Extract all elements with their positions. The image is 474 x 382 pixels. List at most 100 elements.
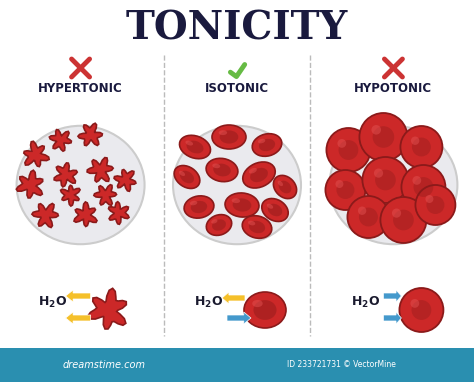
Text: ISOTONIC: ISOTONIC bbox=[205, 81, 269, 94]
Ellipse shape bbox=[213, 163, 231, 176]
Text: $\mathbf{H_2O}$: $\mathbf{H_2O}$ bbox=[351, 295, 380, 309]
Ellipse shape bbox=[243, 162, 275, 188]
Polygon shape bbox=[114, 170, 136, 191]
Ellipse shape bbox=[190, 201, 197, 205]
Ellipse shape bbox=[186, 141, 203, 154]
Ellipse shape bbox=[17, 126, 145, 244]
Circle shape bbox=[412, 138, 431, 157]
Circle shape bbox=[338, 140, 358, 160]
Text: dreamstime.com: dreamstime.com bbox=[63, 360, 146, 370]
Circle shape bbox=[401, 126, 442, 168]
Ellipse shape bbox=[225, 193, 259, 217]
Circle shape bbox=[327, 128, 370, 172]
Ellipse shape bbox=[259, 139, 275, 151]
Polygon shape bbox=[61, 185, 80, 206]
Text: $\mathbf{H_2O}$: $\mathbf{H_2O}$ bbox=[38, 295, 67, 309]
Ellipse shape bbox=[249, 221, 265, 233]
FancyArrow shape bbox=[383, 290, 401, 302]
Circle shape bbox=[372, 125, 381, 134]
Circle shape bbox=[392, 209, 401, 218]
Circle shape bbox=[426, 195, 433, 203]
Ellipse shape bbox=[206, 215, 232, 235]
Ellipse shape bbox=[279, 181, 292, 193]
Circle shape bbox=[413, 177, 433, 197]
Ellipse shape bbox=[174, 165, 200, 188]
Circle shape bbox=[347, 196, 390, 238]
Circle shape bbox=[359, 207, 378, 227]
Ellipse shape bbox=[248, 221, 255, 225]
Ellipse shape bbox=[267, 204, 273, 209]
Circle shape bbox=[363, 157, 409, 203]
Ellipse shape bbox=[180, 135, 210, 159]
FancyArrow shape bbox=[383, 312, 401, 324]
Circle shape bbox=[373, 126, 394, 148]
FancyArrow shape bbox=[227, 312, 251, 324]
FancyArrow shape bbox=[222, 292, 245, 304]
Circle shape bbox=[410, 299, 419, 308]
Ellipse shape bbox=[212, 163, 220, 168]
Ellipse shape bbox=[242, 216, 272, 238]
Text: ID 233721731 © VectorMine: ID 233721731 © VectorMine bbox=[287, 360, 396, 369]
Ellipse shape bbox=[219, 130, 227, 135]
Polygon shape bbox=[16, 170, 43, 198]
Ellipse shape bbox=[233, 198, 251, 212]
Circle shape bbox=[411, 136, 419, 145]
Circle shape bbox=[326, 170, 365, 210]
Ellipse shape bbox=[244, 292, 286, 328]
Circle shape bbox=[427, 196, 445, 214]
Ellipse shape bbox=[206, 158, 238, 182]
Ellipse shape bbox=[254, 300, 276, 320]
Circle shape bbox=[358, 207, 366, 215]
Ellipse shape bbox=[232, 198, 240, 203]
Polygon shape bbox=[88, 288, 127, 329]
Bar bbox=[0, 348, 474, 382]
Circle shape bbox=[381, 197, 427, 243]
Ellipse shape bbox=[219, 130, 238, 144]
Circle shape bbox=[374, 168, 383, 178]
Polygon shape bbox=[24, 141, 49, 167]
Ellipse shape bbox=[262, 199, 288, 222]
Ellipse shape bbox=[212, 125, 246, 149]
Polygon shape bbox=[94, 185, 117, 205]
Circle shape bbox=[337, 181, 355, 199]
Polygon shape bbox=[54, 163, 77, 187]
Polygon shape bbox=[74, 202, 97, 227]
Ellipse shape bbox=[250, 168, 268, 182]
Ellipse shape bbox=[278, 181, 283, 186]
Ellipse shape bbox=[180, 171, 194, 183]
Polygon shape bbox=[49, 129, 72, 151]
Text: TONICITY: TONICITY bbox=[126, 9, 348, 47]
Ellipse shape bbox=[249, 168, 257, 173]
Text: HYPERTONIC: HYPERTONIC bbox=[38, 81, 123, 94]
Circle shape bbox=[411, 300, 431, 320]
Text: HYPOTONIC: HYPOTONIC bbox=[355, 81, 432, 94]
Circle shape bbox=[337, 139, 346, 148]
FancyArrow shape bbox=[65, 312, 91, 324]
Polygon shape bbox=[109, 202, 129, 224]
Polygon shape bbox=[32, 204, 58, 228]
Ellipse shape bbox=[191, 201, 207, 213]
Polygon shape bbox=[87, 158, 113, 182]
Circle shape bbox=[400, 288, 443, 332]
Circle shape bbox=[375, 170, 396, 190]
Ellipse shape bbox=[252, 134, 282, 156]
Ellipse shape bbox=[273, 175, 297, 199]
Circle shape bbox=[401, 165, 446, 209]
Ellipse shape bbox=[173, 126, 301, 244]
Circle shape bbox=[359, 113, 408, 161]
Text: $\mathbf{H_2O}$: $\mathbf{H_2O}$ bbox=[194, 295, 224, 309]
Circle shape bbox=[412, 176, 421, 185]
Ellipse shape bbox=[212, 219, 226, 231]
Circle shape bbox=[336, 180, 344, 188]
Ellipse shape bbox=[184, 196, 214, 218]
Ellipse shape bbox=[179, 171, 185, 176]
FancyArrow shape bbox=[65, 290, 91, 302]
Circle shape bbox=[415, 185, 456, 225]
Polygon shape bbox=[78, 123, 102, 146]
Ellipse shape bbox=[268, 204, 282, 216]
Circle shape bbox=[393, 210, 414, 230]
Ellipse shape bbox=[258, 139, 265, 143]
Ellipse shape bbox=[252, 300, 263, 307]
Ellipse shape bbox=[211, 219, 218, 223]
Ellipse shape bbox=[329, 126, 457, 244]
